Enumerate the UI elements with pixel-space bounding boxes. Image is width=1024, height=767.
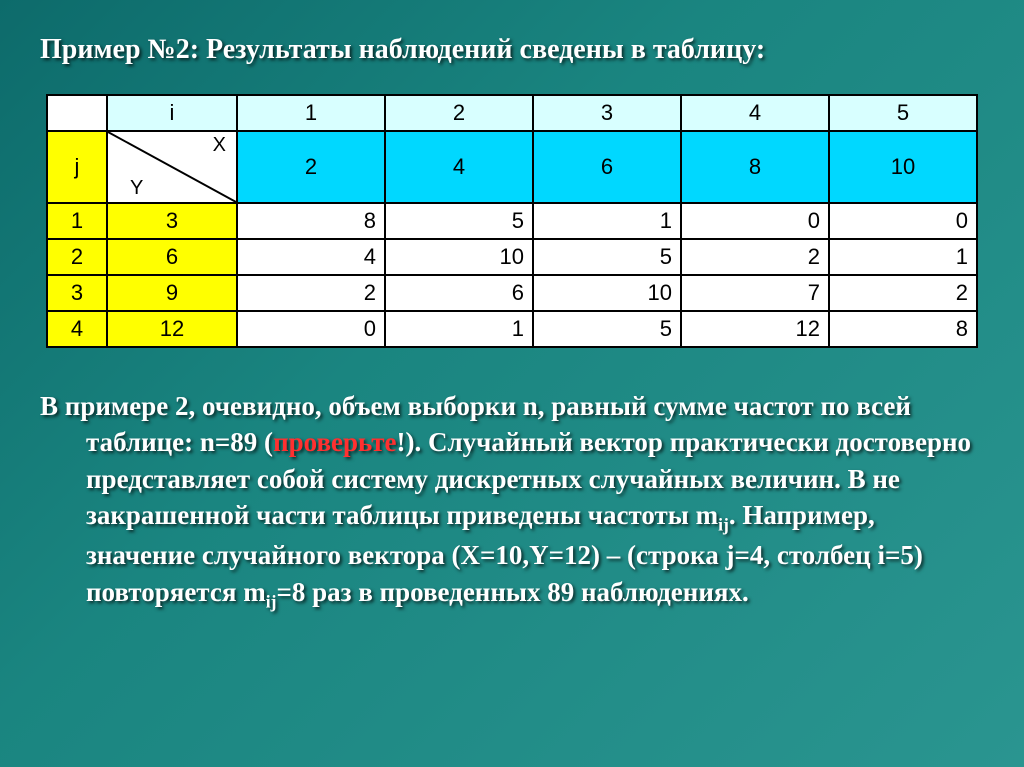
table-row: 3 9 2 6 10 7 2 bbox=[47, 275, 977, 311]
x-value-cell: 10 bbox=[829, 131, 977, 203]
y-value-cell: 3 bbox=[107, 203, 237, 239]
table-row: i 1 2 3 4 5 bbox=[47, 95, 977, 131]
body-text-line: =8 раз в bbox=[276, 577, 379, 607]
freq-cell: 2 bbox=[681, 239, 829, 275]
freq-cell: 0 bbox=[681, 203, 829, 239]
freq-cell: 2 bbox=[237, 275, 385, 311]
x-value-cell: 6 bbox=[533, 131, 681, 203]
freq-cell: 2 bbox=[829, 275, 977, 311]
freq-cell: 5 bbox=[533, 311, 681, 347]
freq-cell: 1 bbox=[385, 311, 533, 347]
slide: Пример №2: Результаты наблюдений сведены… bbox=[0, 0, 1024, 614]
j-value-cell: 4 bbox=[47, 311, 107, 347]
freq-cell: 5 bbox=[533, 239, 681, 275]
table-row: j X Y 2 4 6 8 10 bbox=[47, 131, 977, 203]
subscript: ij bbox=[718, 515, 729, 535]
subscript: ij bbox=[266, 591, 277, 611]
body-text-line: проведенных 89 наблюдениях. bbox=[380, 577, 749, 607]
i-value-cell: 3 bbox=[533, 95, 681, 131]
table-row: 1 3 8 5 1 0 0 bbox=[47, 203, 977, 239]
body-text-line: закрашенной части таблицы приведены част… bbox=[86, 500, 718, 530]
freq-cell: 8 bbox=[829, 311, 977, 347]
i-value-cell: 1 bbox=[237, 95, 385, 131]
j-value-cell: 1 bbox=[47, 203, 107, 239]
y-axis-label: Y bbox=[130, 177, 143, 200]
freq-cell: 12 bbox=[681, 311, 829, 347]
highlight-red: проверьте bbox=[273, 427, 396, 457]
x-value-cell: 4 bbox=[385, 131, 533, 203]
xy-diagonal-cell: X Y bbox=[107, 131, 237, 203]
body-text-line: систему дискретных случайных величин. В … bbox=[331, 464, 900, 494]
freq-cell: 0 bbox=[237, 311, 385, 347]
freq-cell: 1 bbox=[829, 239, 977, 275]
frequency-table: i 1 2 3 4 5 j X Y 2 4 6 8 bbox=[46, 94, 978, 348]
freq-cell: 10 bbox=[385, 239, 533, 275]
i-value-cell: 2 bbox=[385, 95, 533, 131]
x-axis-label: X bbox=[213, 134, 226, 157]
x-value-cell: 8 bbox=[681, 131, 829, 203]
freq-cell: 0 bbox=[829, 203, 977, 239]
body-text-line: . bbox=[729, 500, 743, 530]
table-row: 4 12 0 1 5 12 8 bbox=[47, 311, 977, 347]
x-value-cell: 2 bbox=[237, 131, 385, 203]
slide-title: Пример №2: Результаты наблюдений сведены… bbox=[40, 34, 984, 66]
body-text-line: !). Случайный bbox=[397, 427, 580, 457]
body-text-line: В примере 2, очевидно, объем выборки n, … bbox=[40, 391, 734, 421]
j-value-cell: 2 bbox=[47, 239, 107, 275]
y-value-cell: 12 bbox=[107, 311, 237, 347]
table-row: 2 6 4 10 5 2 1 bbox=[47, 239, 977, 275]
i-value-cell: 5 bbox=[829, 95, 977, 131]
y-value-cell: 9 bbox=[107, 275, 237, 311]
j-value-cell: 3 bbox=[47, 275, 107, 311]
freq-cell: 6 bbox=[385, 275, 533, 311]
explanation-paragraph: В примере 2, очевидно, объем выборки n, … bbox=[40, 388, 984, 614]
data-table-wrapper: i 1 2 3 4 5 j X Y 2 4 6 8 bbox=[46, 94, 978, 348]
i-value-cell: 4 bbox=[681, 95, 829, 131]
freq-cell: 4 bbox=[237, 239, 385, 275]
freq-cell: 8 bbox=[237, 203, 385, 239]
freq-cell: 10 bbox=[533, 275, 681, 311]
y-value-cell: 6 bbox=[107, 239, 237, 275]
freq-cell: 1 bbox=[533, 203, 681, 239]
j-label-cell: j bbox=[47, 131, 107, 203]
i-label-cell: i bbox=[107, 95, 237, 131]
freq-cell: 7 bbox=[681, 275, 829, 311]
freq-cell: 5 bbox=[385, 203, 533, 239]
